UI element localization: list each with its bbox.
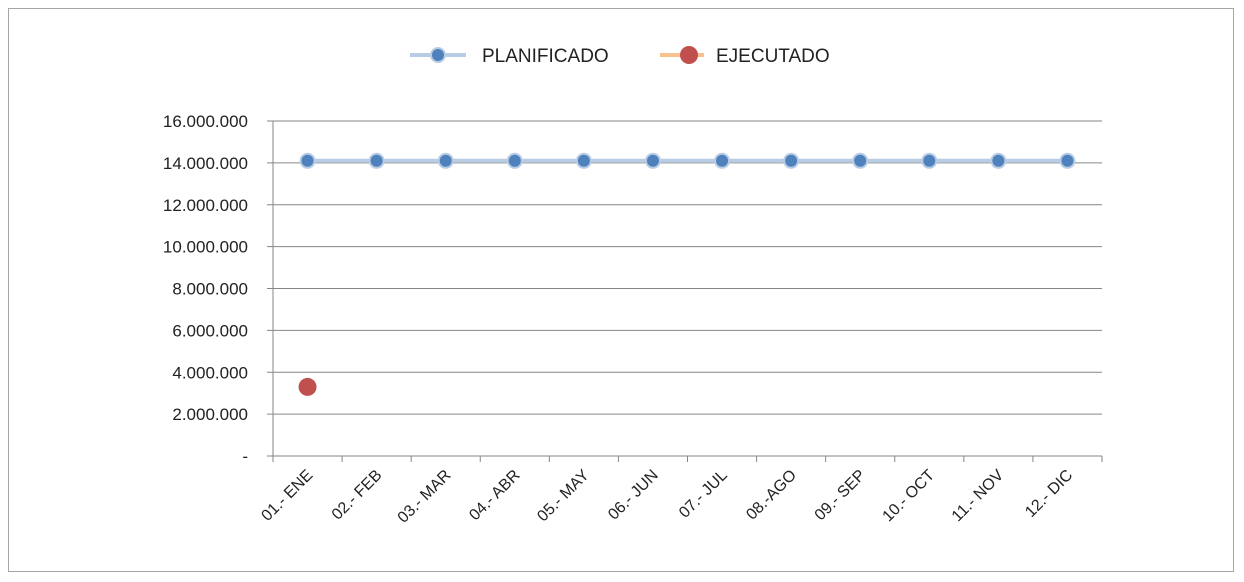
legend-marker (430, 47, 446, 63)
data-point (298, 377, 317, 396)
y-tick-label: - (242, 447, 248, 466)
data-point (299, 152, 316, 169)
data-point (714, 152, 731, 169)
series-ejecutado (298, 377, 317, 396)
x-tick-label: 12.- DIC (1022, 467, 1076, 521)
data-point (1059, 152, 1076, 169)
y-tick-labels: - 2.000.000 4.000.000 6.000.000 8.000.000 10.… (163, 112, 248, 466)
legend: PLANIFICADO EJECUTADO (410, 46, 830, 67)
data-point (506, 152, 523, 169)
gridlines (273, 120, 1102, 415)
y-tick-label: 4.000.000 (172, 363, 248, 382)
legend-marker (680, 46, 698, 64)
x-tick-label: 03.- MAR (395, 467, 455, 527)
y-tick-label: 10.000.000 (163, 238, 248, 257)
x-tick-label: 08.-AGO (743, 467, 800, 524)
data-point (990, 152, 1007, 169)
legend-label: PLANIFICADO (482, 46, 609, 67)
x-tick-label: 02.- FEB (329, 467, 386, 524)
data-point (921, 152, 938, 169)
y-tick-label: 14.000.000 (163, 154, 248, 173)
y-tick-label: 12.000.000 (163, 196, 248, 215)
series-planificado (299, 152, 1076, 169)
x-tick-label: 09.- SEP (812, 467, 869, 524)
legend-item: EJECUTADO (660, 46, 830, 67)
data-point (437, 152, 454, 169)
data-point (644, 152, 661, 169)
chart-frame (8, 8, 1234, 572)
y-tick-label: 16.000.000 (163, 112, 248, 131)
y-tick-label: 6.000.000 (172, 321, 248, 340)
y-tick-label: 8.000.000 (172, 280, 248, 299)
data-point (368, 152, 385, 169)
x-tick-label: 06.- JUN (605, 467, 662, 524)
data-point (783, 152, 800, 169)
x-tick-label: 11.- NOV (949, 467, 1008, 526)
axes (267, 120, 1103, 462)
x-tick-label: 10.- OCT (880, 467, 939, 526)
data-point (852, 152, 869, 169)
y-tick-label: 2.000.000 (172, 405, 248, 424)
x-tick-label: 07.- JUL (676, 467, 731, 522)
data-point (575, 152, 592, 169)
x-tick-label: 04.- ABR (466, 467, 523, 524)
x-tick-label: 01.- ENE (258, 467, 316, 525)
x-tick-labels: 01.- ENE 02.- FEB 03.- MAR 04.- ABR 05.- MAY… (258, 467, 1076, 527)
legend-label: EJECUTADO (716, 46, 830, 67)
legend-item: PLANIFICADO (410, 46, 609, 67)
x-tick-label: 05.- MAY (534, 467, 593, 526)
plot-area (298, 152, 1076, 396)
